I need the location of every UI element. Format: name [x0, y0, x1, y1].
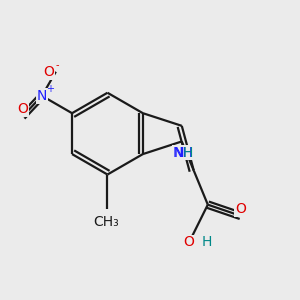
Text: O: O — [183, 236, 194, 249]
Text: H: H — [182, 146, 193, 160]
Text: O: O — [17, 102, 28, 116]
Text: N: N — [37, 89, 47, 103]
Text: CH₃: CH₃ — [93, 215, 119, 229]
Text: O: O — [43, 65, 54, 79]
Text: O: O — [235, 202, 246, 216]
Text: N: N — [173, 146, 184, 160]
Text: +: + — [46, 84, 54, 94]
Text: NH: NH — [173, 146, 194, 160]
Text: H: H — [202, 236, 212, 249]
Text: -: - — [55, 60, 58, 70]
